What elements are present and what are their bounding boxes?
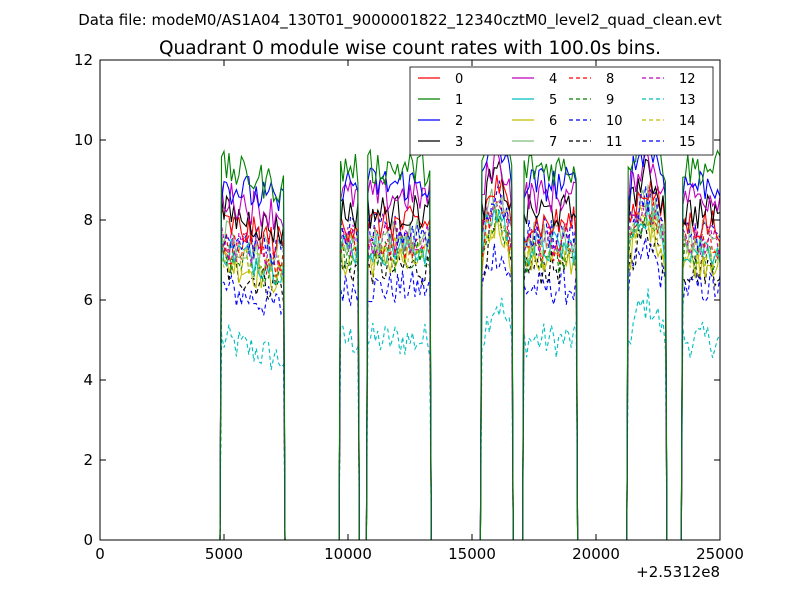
x-offset-label: +2.5312e8 bbox=[636, 563, 720, 581]
legend-label-8: 8 bbox=[606, 72, 614, 87]
legend-label-3: 3 bbox=[455, 135, 463, 150]
legend-label-14: 14 bbox=[679, 114, 696, 129]
chart-title: Quadrant 0 module wise count rates with … bbox=[159, 38, 661, 59]
y-tick-label: 8 bbox=[83, 211, 93, 229]
y-tick-label: 6 bbox=[83, 291, 93, 309]
legend-label-5: 5 bbox=[549, 93, 557, 108]
series-line-1 bbox=[214, 123, 720, 540]
series-layer bbox=[214, 123, 720, 540]
legend-label-4: 4 bbox=[549, 72, 557, 87]
legend-label-13: 13 bbox=[679, 93, 696, 108]
legend-label-7: 7 bbox=[549, 135, 557, 150]
x-tick-label: 15000 bbox=[448, 545, 496, 563]
legend-label-1: 1 bbox=[455, 93, 463, 108]
y-tick-label: 12 bbox=[74, 51, 93, 69]
y-tick-label: 10 bbox=[74, 131, 93, 149]
series-line-7 bbox=[214, 183, 720, 540]
series-line-12 bbox=[214, 189, 720, 540]
series-line-2 bbox=[214, 138, 720, 540]
legend-label-6: 6 bbox=[549, 114, 557, 129]
legend-label-2: 2 bbox=[455, 114, 463, 129]
series-line-11 bbox=[214, 214, 720, 540]
series-line-4 bbox=[214, 148, 720, 540]
x-tick-label: 0 bbox=[95, 545, 105, 563]
series-line-6 bbox=[214, 211, 720, 540]
legend-label-12: 12 bbox=[679, 72, 696, 87]
x-tick-label: 5000 bbox=[205, 545, 243, 563]
x-tick-label: 20000 bbox=[572, 545, 620, 563]
legend-label-0: 0 bbox=[455, 72, 463, 87]
x-tick-label: 25000 bbox=[696, 545, 744, 563]
series-line-15 bbox=[214, 180, 720, 540]
x-tick-label: 10000 bbox=[324, 545, 372, 563]
series-line-9 bbox=[214, 203, 720, 540]
series-line-0 bbox=[214, 174, 720, 540]
series-line-10 bbox=[214, 237, 720, 540]
series-line-5 bbox=[214, 202, 720, 540]
series-line-3 bbox=[214, 158, 720, 540]
series-line-8 bbox=[214, 197, 720, 540]
legend-label-15: 15 bbox=[679, 135, 696, 150]
chart-suptitle: Data file: modeM0/AS1A04_130T01_90000018… bbox=[78, 11, 722, 30]
series-line-13 bbox=[214, 288, 720, 540]
y-tick-label: 4 bbox=[83, 371, 93, 389]
legend-box bbox=[409, 66, 714, 156]
legend-label-9: 9 bbox=[606, 93, 614, 108]
legend-label-11: 11 bbox=[606, 135, 623, 150]
y-tick-label: 2 bbox=[83, 451, 93, 469]
legend-label-10: 10 bbox=[606, 114, 623, 129]
series-line-14 bbox=[214, 204, 720, 540]
y-tick-label: 0 bbox=[83, 531, 93, 549]
